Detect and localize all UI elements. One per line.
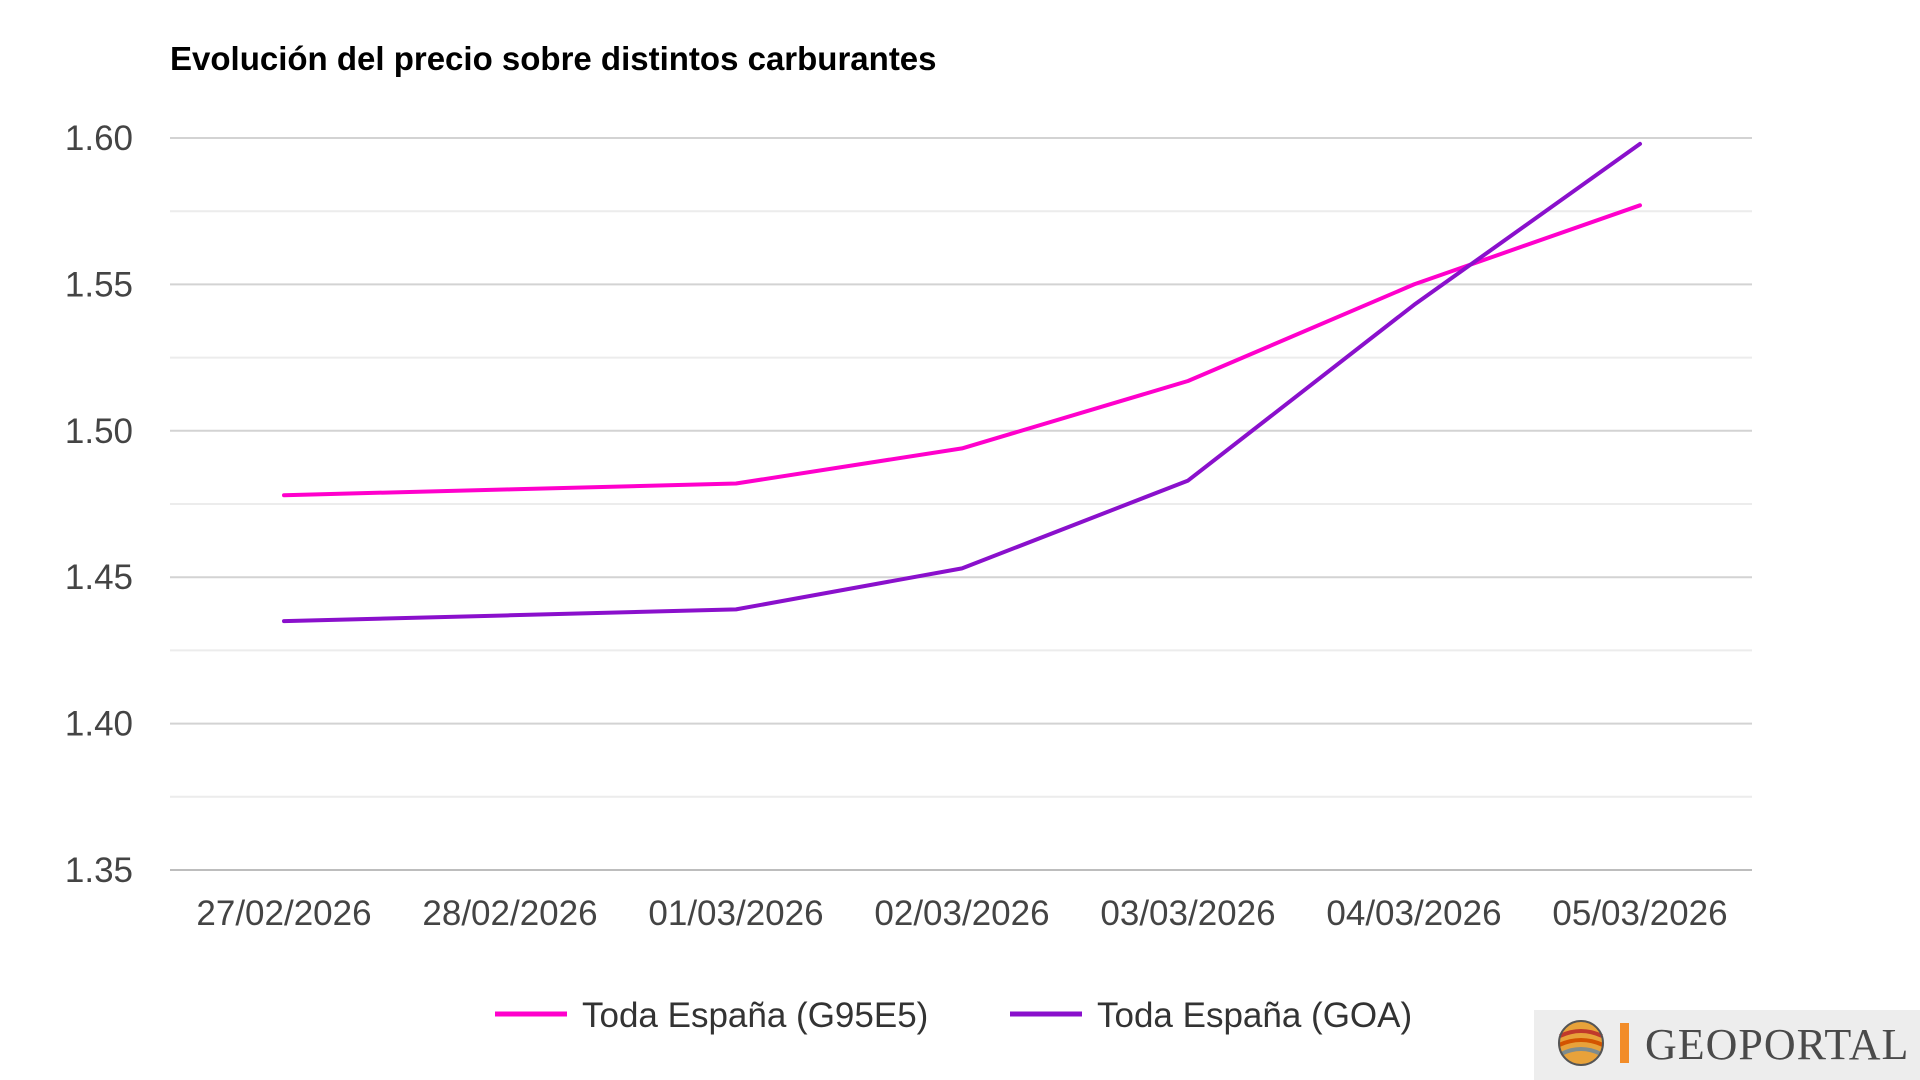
geoportal-watermark: GEOPORTAL (1534, 1010, 1920, 1080)
legend-label: Toda España (GOA) (1097, 996, 1412, 1035)
watermark-divider-bar (1620, 1023, 1629, 1063)
x-tick-label: 28/02/2026 (422, 894, 597, 933)
y-tick-label: 1.55 (65, 265, 133, 304)
x-tick-label: 01/03/2026 (648, 894, 823, 933)
legend-label: Toda España (G95E5) (582, 996, 928, 1035)
legend: Toda España (G95E5) Toda España (GOA) (495, 996, 1412, 1035)
y-tick-label: 1.35 (65, 851, 133, 890)
gridlines (170, 137, 1752, 871)
x-tick-label: 03/03/2026 (1100, 894, 1275, 933)
geoportal-globe-icon (1558, 1020, 1604, 1066)
x-tick-label: 02/03/2026 (874, 894, 1049, 933)
watermark-text: GEOPORTAL (1645, 1020, 1909, 1069)
y-tick-label: 1.40 (65, 705, 133, 744)
y-tick-label: 1.50 (65, 412, 133, 451)
series-line-goa (282, 141, 1642, 624)
y-axis-tick-labels: 1.35 1.40 1.45 1.50 1.55 1.60 (65, 119, 133, 890)
series-lines (282, 141, 1642, 624)
chart-title: Evolución del precio sobre distintos car… (170, 40, 937, 77)
y-tick-label: 1.60 (65, 119, 133, 158)
x-tick-label: 27/02/2026 (196, 894, 371, 933)
y-tick-label: 1.45 (65, 558, 133, 597)
series-line-g95e5 (282, 203, 1642, 498)
x-tick-label: 05/03/2026 (1552, 894, 1727, 933)
x-axis-tick-labels: 27/02/2026 28/02/2026 01/03/2026 02/03/2026… (196, 894, 1727, 933)
x-tick-label: 04/03/2026 (1326, 894, 1501, 933)
